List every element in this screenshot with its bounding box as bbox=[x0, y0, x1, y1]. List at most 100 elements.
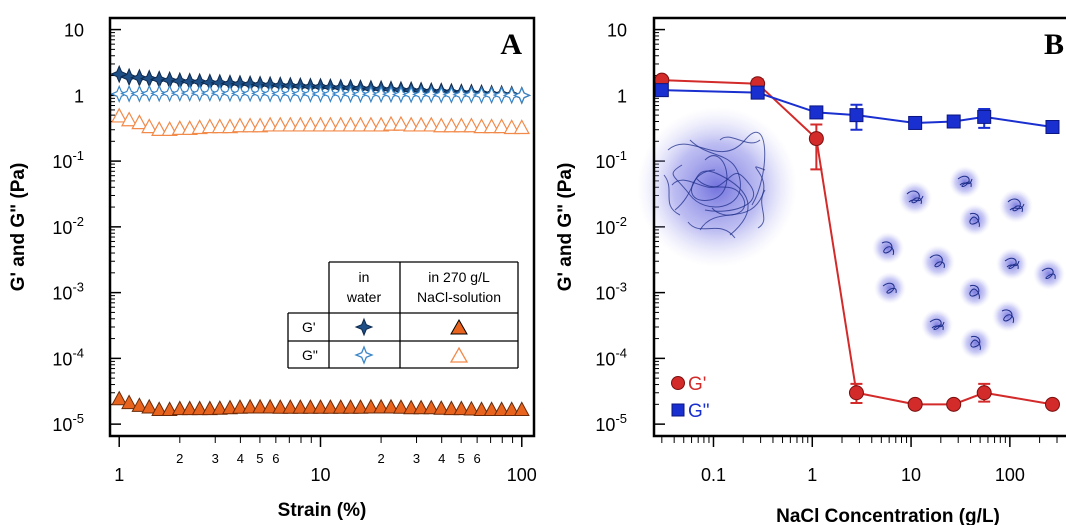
panel-a-series-1-point bbox=[230, 84, 249, 103]
panel-a-series-2-point bbox=[453, 117, 470, 133]
panel-a-series-3-point bbox=[362, 398, 379, 414]
panel-a-x-tick-label: 5 bbox=[458, 451, 465, 466]
panel-b-legend: G' G" bbox=[671, 374, 710, 422]
panel-a-series-1-point bbox=[281, 84, 300, 103]
panel-a-series-3-point bbox=[211, 400, 228, 415]
table-col1-header-line2: water bbox=[346, 289, 382, 305]
panel-a-series-2-point bbox=[272, 116, 289, 132]
panel-b-series-1-point bbox=[977, 109, 992, 124]
panel-a-y-tick-label: 10-5 bbox=[52, 411, 84, 435]
panel-a-series-2-point bbox=[312, 116, 329, 132]
panel-a-series-1-point bbox=[341, 85, 360, 104]
panel-a-y-tick-label: 10 bbox=[64, 21, 84, 41]
panel-a-x-tick-label: 3 bbox=[212, 451, 219, 466]
collapsed-polymer-coils-illustration bbox=[872, 166, 1065, 359]
panel-b-series-0-point bbox=[1044, 396, 1060, 412]
panel-a-series-3-point bbox=[332, 399, 349, 414]
panel-b-series-0-point bbox=[946, 396, 962, 412]
panel-b-series-0-point bbox=[907, 396, 923, 412]
panel-a-letter: A bbox=[500, 28, 522, 61]
panel-a-series-2-point bbox=[231, 117, 249, 133]
panel-a-x-tick-label: 6 bbox=[474, 451, 481, 466]
panel-a-series-3-point bbox=[383, 398, 399, 414]
table-row2-label: G" bbox=[302, 347, 318, 363]
panel-a-series-2-point bbox=[161, 120, 178, 136]
panel-a-series-1-point bbox=[261, 84, 280, 103]
panel-a-y-axis-title: G' and G" (Pa) bbox=[8, 163, 29, 292]
panel-a-series-3-point bbox=[443, 400, 460, 416]
table-filled-triangle-marker bbox=[450, 318, 468, 335]
panel-a-series-2-point bbox=[513, 119, 530, 135]
panel-b-series-1-point bbox=[809, 105, 824, 120]
panel-a-series-1-point bbox=[402, 85, 421, 104]
panel-a-series-1-point bbox=[432, 85, 451, 104]
panel-a-x-tick-label: 3 bbox=[413, 451, 420, 466]
panel-b-series-1-point bbox=[654, 83, 669, 98]
panel-b-series-1-point bbox=[946, 114, 961, 129]
panel-b-y-tick-label: 10-1 bbox=[595, 148, 627, 172]
panel-a-legend-table: in water in 270 g/L NaCl-solution G' G" bbox=[287, 261, 519, 369]
panel-a-series-3-point bbox=[141, 398, 158, 414]
panel-a-x-tick-label: 100 bbox=[507, 465, 537, 485]
panel-a-series-2-point bbox=[443, 117, 460, 133]
panel-b-x-tick-label: 10 bbox=[901, 465, 921, 485]
panel-b-y-axis-title: G' and G" (Pa) bbox=[555, 163, 576, 292]
panel-a-series-3-point bbox=[322, 399, 339, 414]
panel-b-series-0-point bbox=[976, 385, 992, 401]
panel-a-series-3-point bbox=[503, 401, 520, 416]
panel-a-series-3-point bbox=[413, 399, 430, 415]
panel-a-y-tick-label: 10-2 bbox=[52, 214, 84, 238]
panel-a-series-2-point bbox=[493, 118, 510, 134]
panel-b-y-tick-label: 10-2 bbox=[595, 214, 627, 238]
panel-a-series-2-point bbox=[171, 120, 188, 136]
panel-a-series-1-point bbox=[170, 84, 189, 103]
panel-a-series-1-point bbox=[391, 85, 410, 104]
legend-g-double-prime-label: G" bbox=[688, 401, 710, 422]
panel-a-series-2-point bbox=[131, 114, 148, 130]
panel-a-series-3-point bbox=[161, 401, 178, 416]
panel-a-series-1-point bbox=[422, 85, 441, 104]
panel-a-series-2-point bbox=[282, 116, 299, 132]
panel-a-series-2-point bbox=[332, 116, 349, 132]
panel-a-series-1-point bbox=[472, 86, 491, 105]
panel-b-x-tick-label: 100 bbox=[995, 465, 1025, 485]
panel-a-series-2-point bbox=[251, 117, 269, 133]
panel-a-series-3-point bbox=[171, 400, 188, 416]
panel-a-x-tick-label: 10 bbox=[310, 465, 330, 485]
panel-a-series-3-point bbox=[131, 397, 148, 412]
panel-a-series-2-point bbox=[392, 115, 410, 131]
panel-a-series-2-point bbox=[473, 118, 490, 134]
panel-a-series-1-point bbox=[140, 84, 159, 103]
panel-a-series-2-point bbox=[261, 116, 279, 132]
panel-a-y-tick-label: 10-3 bbox=[52, 280, 84, 304]
panel-a-series-3-point bbox=[262, 398, 279, 414]
panel-a-series-3-point bbox=[111, 390, 128, 406]
panel-a-series-3-point bbox=[342, 399, 359, 414]
panel-a-series-3-point bbox=[201, 400, 218, 416]
table-filled-star-marker bbox=[354, 317, 374, 337]
panel-a-series-3-point bbox=[121, 394, 138, 410]
panel-a-series-1-point bbox=[160, 84, 179, 103]
panel-a-x-tick-label: 4 bbox=[237, 451, 244, 466]
panel-a-series-3-point bbox=[433, 400, 450, 415]
panel-a-series-3-point bbox=[373, 398, 390, 414]
panel-a-series-3-point bbox=[302, 399, 319, 414]
panel-a-series-2-point bbox=[412, 116, 430, 132]
panel-a-series-2-point bbox=[463, 117, 480, 133]
panel-a-series-2-point bbox=[151, 120, 168, 136]
panel-a-series-3-point bbox=[272, 399, 289, 414]
panel-a-series-3-point bbox=[221, 399, 238, 415]
panel-a-series-1-point bbox=[291, 84, 310, 103]
panel-a-series-2-point bbox=[191, 119, 208, 135]
panel-a-x-tick-label: 1 bbox=[114, 465, 124, 485]
panel-a-series-2-point bbox=[402, 116, 420, 132]
panel-a-series-1-point bbox=[251, 84, 270, 103]
panel-a-x-tick-label: 6 bbox=[272, 451, 279, 466]
panel-a-x-tick-label: 2 bbox=[377, 451, 384, 466]
panel-a-series-1-point bbox=[311, 84, 330, 103]
panel-b-y-tick-label: 10 bbox=[607, 21, 627, 41]
table-col1-header-line1: in bbox=[359, 269, 370, 285]
panel-b-x-axis-title: NaCl Concentration (g/L) bbox=[776, 506, 1000, 525]
